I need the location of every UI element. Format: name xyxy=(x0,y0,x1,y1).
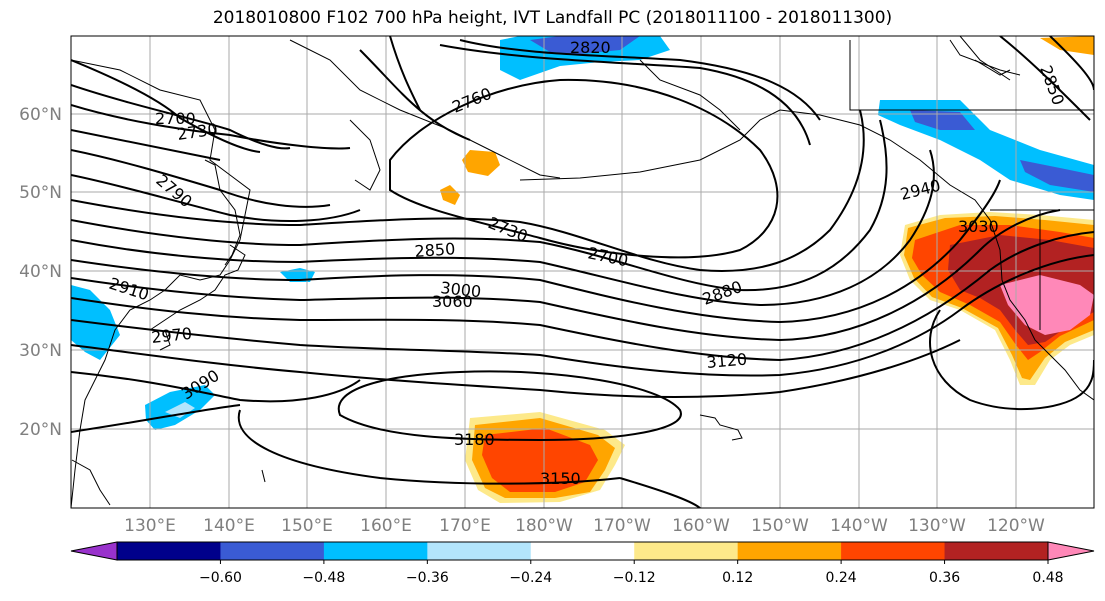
latitude-labels: 60°N 50°N 40°N 30°N 20°N xyxy=(19,105,62,440)
lon-label: 170°E xyxy=(439,516,491,536)
colorbar-extend-low xyxy=(71,542,117,560)
colorbar-cell xyxy=(427,542,532,560)
colorbar-cell xyxy=(841,542,946,560)
height-contours xyxy=(71,36,1094,508)
colorbar-cell xyxy=(117,542,221,560)
lon-label: 160°W xyxy=(672,516,730,536)
lon-label: 170°W xyxy=(593,516,651,536)
contour-label: 3180 xyxy=(454,430,495,449)
lon-label: 160°E xyxy=(360,516,412,536)
lat-label: 40°N xyxy=(19,262,62,282)
contour-label: 2970 xyxy=(150,324,192,347)
ivt-positive-region xyxy=(440,185,460,205)
lon-label: 130°W xyxy=(908,516,966,536)
lat-label: 30°N xyxy=(19,341,62,361)
contour-labels: 2820 2760 2700 2730 2790 2850 2730 2700 … xyxy=(107,38,1068,488)
lon-label: 120°W xyxy=(987,516,1045,536)
colorbar-extend-high xyxy=(1048,542,1094,560)
colorbar-tick-label: −0.12 xyxy=(613,570,656,586)
map-frame xyxy=(70,35,1095,509)
colorbar-cell xyxy=(220,542,325,560)
colorbar-tick-label: −0.36 xyxy=(406,570,449,586)
contour-label: 3030 xyxy=(958,217,999,236)
graticule xyxy=(71,36,1094,508)
colorbar-tick-label: −0.24 xyxy=(509,570,552,586)
lon-label: 140°E xyxy=(203,516,255,536)
lon-label: 150°E xyxy=(281,516,333,536)
ivt-negative-region xyxy=(1020,160,1094,192)
contour-label: 2700 xyxy=(155,109,196,128)
lat-label: 50°N xyxy=(19,183,62,203)
ivt-positive-region xyxy=(1000,275,1094,335)
ivt-negative-region xyxy=(165,402,195,418)
colorbar-cell xyxy=(737,542,842,560)
contour-label: 3150 xyxy=(540,469,581,488)
lon-label: 130°E xyxy=(124,516,176,536)
colorbar-tick-label: 0.24 xyxy=(826,570,857,586)
colorbar-tick-label: 0.48 xyxy=(1032,570,1063,586)
colorbar: −0.60 −0.48 −0.36 −0.24 −0.12 0.12 0.24 0.36 0.4… xyxy=(70,541,1095,586)
colorbar-tick-label: −0.48 xyxy=(302,570,345,586)
ivt-positive-region xyxy=(462,150,500,176)
contour-label: 3120 xyxy=(706,350,748,372)
lat-label: 60°N xyxy=(19,105,62,125)
colorbar-tick-label: 0.36 xyxy=(929,570,960,586)
contour-label: 2820 xyxy=(570,38,611,57)
colorbar-cell xyxy=(944,542,1049,560)
contour-label: 2850 xyxy=(414,239,456,261)
lon-label: 140°W xyxy=(830,516,888,536)
contour-label: 3060 xyxy=(432,292,473,311)
colorbar-cell xyxy=(530,542,635,560)
ivt-negative-region xyxy=(530,36,640,54)
ivt-negative-region xyxy=(910,110,975,130)
lon-label: 180°W xyxy=(515,516,573,536)
colorbar-cell xyxy=(634,542,739,560)
longitude-labels: 130°E 140°E 150°E 160°E 170°E 180°W 170°… xyxy=(124,516,1045,536)
lon-label: 150°W xyxy=(751,516,809,536)
lat-label: 20°N xyxy=(19,420,62,440)
contour-label: 3000 xyxy=(440,278,482,301)
colorbar-tick-label: 0.12 xyxy=(722,570,753,586)
map-title: 2018010800 F102 700 hPa height, IVT Land… xyxy=(212,8,893,28)
ivt-positive-region xyxy=(482,428,598,492)
colorbar-tick-label: −0.60 xyxy=(199,570,242,586)
colorbar-cell xyxy=(323,542,428,560)
